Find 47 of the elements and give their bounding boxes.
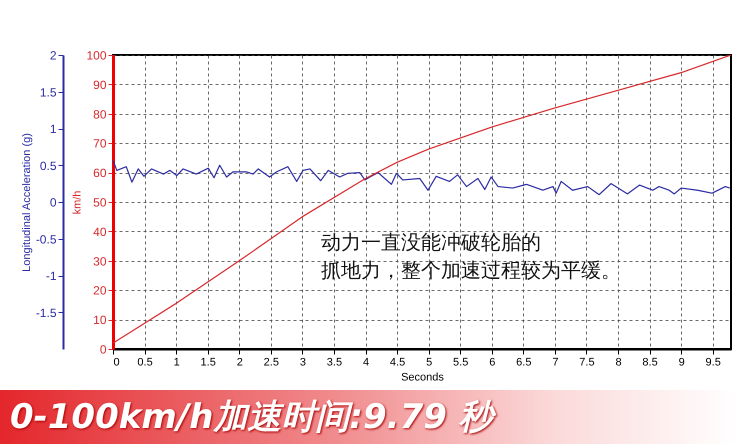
y2-tick-label: 60 (93, 166, 107, 180)
annotation: 动力一直没能冲破轮胎的 (321, 230, 541, 254)
x-tick-label: 4.5 (390, 356, 406, 368)
annotation: 抓地力，整个加速过程较为平缓。 (321, 258, 621, 282)
x-tick-label: 9 (678, 356, 685, 368)
y2-axis-title: km/h (71, 190, 84, 214)
y-tick-label: -1.5 (36, 306, 57, 320)
x-tick-label: 4 (362, 356, 370, 368)
x-axis-title: Seconds (401, 372, 444, 384)
y-tick-label: -1 (46, 269, 57, 283)
x-tick-label: 0.5 (137, 356, 153, 368)
y2-tick-label: 0 (100, 342, 107, 356)
y2-tick-label: 50 (93, 196, 107, 210)
y2-tick-label: 10 (93, 313, 107, 328)
y2-tick-label: 100 (86, 48, 107, 62)
y2-tick-label: 80 (93, 107, 107, 122)
x-tick-label: 6.5 (516, 356, 532, 368)
x-tick-label: 2 (236, 356, 243, 368)
line-series (113, 160, 730, 196)
y-axis-title: Longitudinal Acceleration (g) (20, 133, 33, 272)
y2-tick-label: 20 (93, 284, 107, 298)
x-tick-label: 3 (300, 356, 306, 368)
y-tick-label: 1 (50, 122, 57, 136)
y2-tick-label: 90 (93, 78, 107, 92)
y-tick-label: 1.5 (40, 85, 57, 100)
y-tick-label: 0.5 (40, 158, 57, 173)
x-tick-label: 7.5 (579, 356, 595, 368)
y2-tick-label: 40 (93, 224, 107, 239)
y2-tick-label: 70 (93, 136, 107, 151)
x-tick-label: 5.5 (453, 356, 468, 368)
x-tick-label: 8.5 (642, 356, 658, 368)
y-tick-label: -0.5 (36, 232, 57, 246)
x-tick-label: 5 (426, 356, 432, 368)
x-tick-label: 2.5 (264, 356, 279, 368)
line-series (113, 55, 731, 344)
y-tick-label: 0 (50, 196, 57, 210)
x-tick-label: 0 (114, 356, 120, 368)
x-tick-label: 3.5 (326, 356, 342, 368)
y-tick-label: 2 (50, 48, 57, 62)
x-tick-label: 9.5 (706, 356, 721, 368)
text: 0-100km/h加速时间:9.79 秒 (0, 390, 740, 444)
x-tick-label: 7 (552, 356, 558, 368)
y2-tick-label: 30 (93, 254, 107, 268)
x-tick-label: 1.5 (200, 356, 216, 368)
x-tick-label: 6 (489, 356, 496, 368)
x-tick-label: 8 (615, 356, 622, 368)
x-tick-label: 1 (174, 356, 180, 368)
